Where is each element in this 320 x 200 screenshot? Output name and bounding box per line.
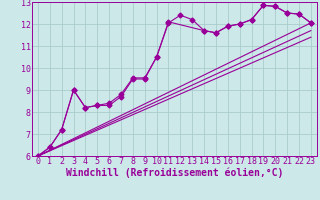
X-axis label: Windchill (Refroidissement éolien,°C): Windchill (Refroidissement éolien,°C)	[66, 168, 283, 178]
